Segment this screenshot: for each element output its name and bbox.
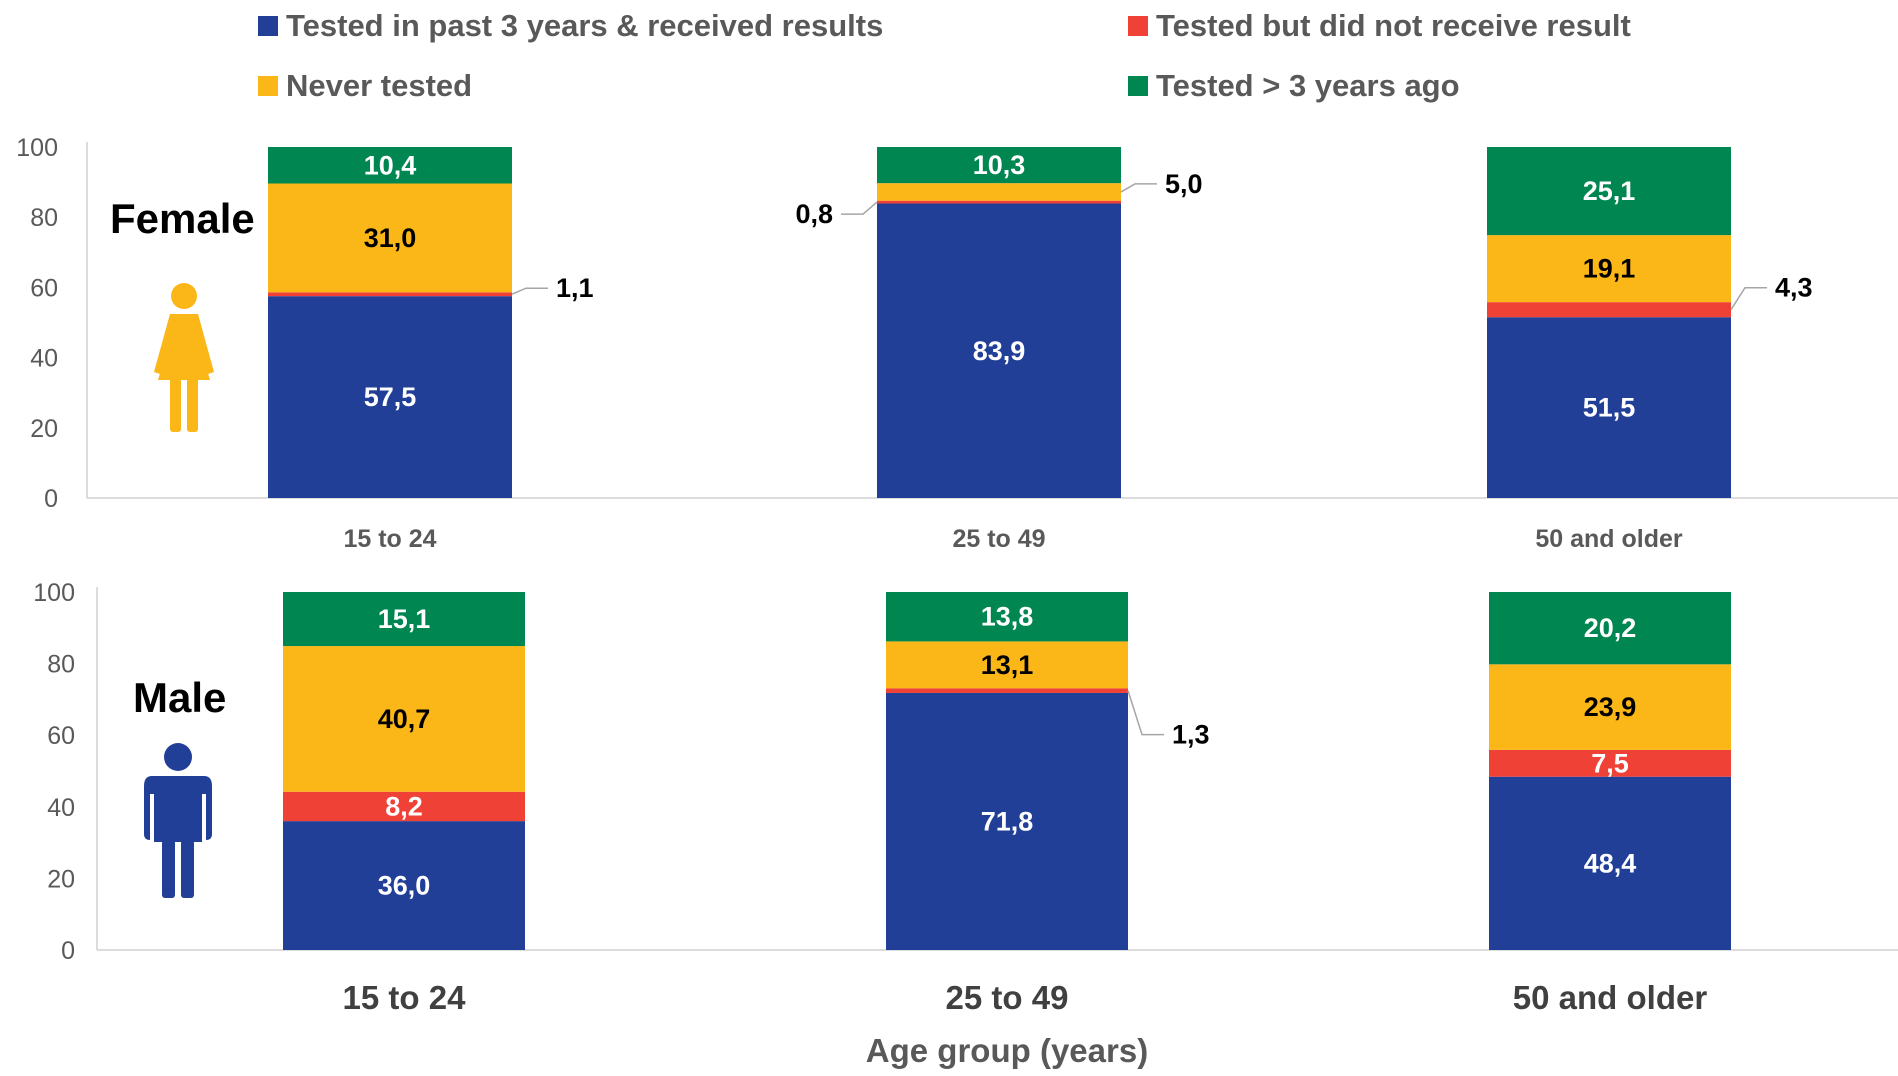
x-axis-title: Age group (years) [866,1032,1148,1069]
panel-title: Female [110,195,255,242]
data-label: 4,3 [1775,273,1813,303]
data-label: 7,5 [1591,748,1629,778]
data-label: 0,8 [795,199,833,229]
bar-segment [886,641,1128,689]
data-label: 13,1 [981,650,1034,680]
data-label: 48,4 [1584,848,1637,878]
bar-segment [283,791,525,822]
bar-segment [268,183,512,293]
legend-swatch [1128,16,1148,36]
data-label: 1,1 [556,273,594,303]
data-label: 15,1 [378,604,431,634]
bar-segment [1487,302,1731,318]
legend-label: Tested > 3 years ago [1156,68,1460,103]
data-label: 13,8 [981,602,1034,632]
data-label: 31,0 [364,223,417,253]
data-label: 83,9 [973,336,1026,366]
data-label: 40,7 [378,704,431,734]
leader-line [841,201,878,215]
x-tick-label: 15 to 24 [343,525,436,553]
leader-line [511,287,548,295]
data-label: 23,9 [1584,692,1637,722]
x-tick-label: 25 to 49 [946,979,1069,1016]
data-label: 25,1 [1583,176,1636,206]
y-tick-label: 100 [33,579,75,607]
data-label: 10,3 [973,150,1026,180]
bar-segment [877,183,1121,201]
data-label: 5,0 [1165,169,1203,199]
data-label: 36,0 [378,871,431,901]
data-label: 51,5 [1583,393,1636,423]
data-label: 1,3 [1172,720,1210,750]
male-person-icon [144,743,212,898]
y-tick-label: 0 [61,937,75,965]
bar-segment [1487,235,1731,303]
bar-segment [1487,317,1731,498]
data-label: 8,2 [385,791,423,821]
y-tick-label: 40 [47,794,75,822]
y-tick-label: 0 [44,485,58,513]
y-tick-label: 60 [47,722,75,750]
x-tick-label: 50 and older [1535,525,1683,553]
x-tick-label: 15 to 24 [343,979,467,1016]
bar-segment [877,147,1121,184]
bar-segment [877,203,1121,499]
leader-line [1120,183,1157,193]
legend-swatch [258,76,278,96]
x-tick-label: 25 to 49 [952,525,1045,553]
legend-label: Tested but did not receive result [1156,8,1631,43]
data-label: 57,5 [364,382,417,412]
data-label: 20,2 [1584,613,1637,643]
bar-segment [877,200,1121,204]
legend-label: Tested in past 3 years & received result… [286,8,883,43]
bar-segment [1487,147,1731,236]
panel-title: Male [133,674,226,721]
data-label: 19,1 [1583,254,1636,284]
bar-segment [268,296,512,498]
bar-segment [268,292,512,297]
y-tick-label: 20 [30,415,58,443]
bar-segment [886,692,1128,950]
legend-label: Never tested [286,68,472,103]
female-person-icon [154,283,214,432]
x-tick-label: 50 and older [1513,979,1708,1016]
bar-segment [1489,749,1731,777]
bar-segment [1489,592,1731,665]
data-label: 71,8 [981,806,1034,836]
leader-line [1127,690,1164,736]
bar-segment [283,592,525,647]
y-tick-label: 100 [16,134,58,162]
leader-line [1730,286,1767,311]
y-tick-label: 80 [30,204,58,232]
y-tick-label: 80 [47,651,75,679]
bar-segment [268,147,512,184]
legend-swatch [258,16,278,36]
legend-swatch [1128,76,1148,96]
data-label: 10,4 [364,150,417,180]
y-tick-label: 60 [30,274,58,302]
bar-segment [1489,776,1731,950]
bar-segment [886,688,1128,693]
bar-segment [283,821,525,950]
bar-segment [1489,664,1731,750]
y-tick-label: 40 [30,345,58,373]
bar-segment [283,646,525,792]
bar-segment [886,592,1128,642]
y-tick-label: 20 [47,865,75,893]
